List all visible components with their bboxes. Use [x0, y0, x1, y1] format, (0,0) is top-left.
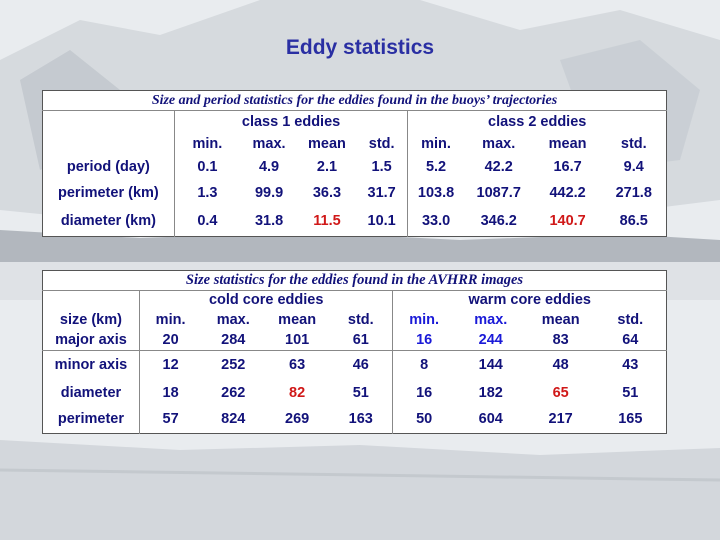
- slide-title: Eddy statistics: [285, 36, 435, 59]
- table2-col-header: min.: [138, 309, 202, 331]
- table1-cell: 31.7: [367, 185, 396, 201]
- table1-cell: 31.8: [254, 213, 284, 230]
- table2-cell: 182: [478, 384, 503, 401]
- table1-col-header: mean: [308, 135, 346, 152]
- table1-col-header: mean: [548, 135, 587, 152]
- table1-cell: 4.9: [258, 159, 280, 175]
- table2-cell: 8: [392, 350, 455, 380]
- table2-cell: 244: [454, 330, 527, 351]
- table1-col-header: min.: [407, 132, 464, 155]
- table2-cell: 18: [138, 379, 202, 406]
- table1-col-header: max.: [252, 135, 286, 152]
- table1-cell: 9.4: [623, 159, 644, 175]
- table2-cell: 252: [221, 357, 246, 374]
- table1-cell: 271.8: [615, 185, 652, 201]
- table1-cell: 36.3: [312, 185, 342, 201]
- table2-cell: 20: [138, 330, 202, 351]
- table1-cell-highlight: 11.5: [313, 213, 341, 230]
- table1-cell: 0.4: [173, 206, 241, 237]
- table2-cell: 83: [526, 330, 595, 351]
- table2-row-label: minor axis: [54, 357, 128, 374]
- table2-cell: 284: [201, 330, 266, 351]
- table1-col-header: std.: [620, 135, 647, 152]
- table1-cell: 5.2: [407, 154, 464, 180]
- table2-col-header: mean: [278, 312, 317, 328]
- table1-cell: 103.8: [407, 179, 464, 207]
- table2-cell: 46: [352, 357, 369, 374]
- table2-cell: 217: [548, 411, 573, 428]
- table1-cell-highlight: 140.7: [549, 213, 586, 230]
- table2-cell: 16: [392, 330, 455, 351]
- table1-cell: 42.2: [484, 159, 513, 175]
- table2-col-header: std.: [617, 312, 644, 328]
- table2-caption: Size statistics for the eddies found in …: [42, 270, 667, 291]
- table2-cell: 51: [352, 384, 369, 401]
- table2-row-label: perimeter: [57, 411, 124, 428]
- table1-cell: 346.2: [480, 213, 517, 230]
- table2-col-header: std.: [347, 312, 374, 328]
- table2-cell: 43: [622, 357, 639, 374]
- table2-col-header: max.: [474, 312, 508, 328]
- table2-cell: 144: [478, 357, 503, 374]
- table2-cell: 824: [221, 411, 246, 428]
- table2-cell: 63: [289, 357, 306, 374]
- table1-cell: 99.9: [254, 185, 284, 201]
- table2-cell-highlight: 82: [289, 384, 306, 401]
- table1-group-class1: class 1 eddies: [173, 110, 408, 133]
- table2-corner: [43, 291, 140, 310]
- table2-cell: 101: [265, 330, 330, 351]
- table1-cell: 1087.7: [476, 185, 521, 201]
- table2-cell: 57: [138, 405, 202, 434]
- table1-group-class2: class 2 eddies: [407, 110, 667, 133]
- avhrr-eddy-stats-table: Size statistics for the eddies found in …: [42, 270, 667, 434]
- table2-cell: 51: [622, 384, 639, 401]
- table2-cell: 64: [594, 330, 667, 351]
- table2-cell: 50: [392, 405, 455, 434]
- table1-col-header: min.: [173, 132, 241, 155]
- table1-cell: 442.2: [549, 185, 586, 201]
- table2-group-cold: cold core eddies: [138, 290, 393, 310]
- table1-cell: 0.1: [173, 154, 241, 180]
- table1-caption: Size and period statistics for the eddie…: [42, 90, 667, 111]
- table2-cell: 165: [618, 411, 643, 428]
- table1-cell: 1.3: [173, 179, 241, 207]
- table1-corner: [43, 111, 175, 133]
- table1-cell: 33.0: [407, 206, 464, 237]
- table2-cell: 604: [478, 411, 503, 428]
- table2-group-warm: warm core eddies: [392, 290, 667, 310]
- table1-row-label: diameter (km): [60, 213, 156, 230]
- table2-cell: 262: [221, 384, 246, 401]
- table1-header-blank: [43, 133, 175, 155]
- table1-cell: 10.1: [367, 213, 396, 230]
- table2-col-header: mean: [541, 312, 580, 328]
- table1-cell: 16.7: [553, 159, 582, 175]
- table2-cell: 16: [392, 379, 455, 406]
- table2-row-label: major axis: [42, 330, 140, 351]
- table1-col-header: std.: [368, 135, 395, 152]
- table2-cell-highlight: 65: [552, 384, 569, 401]
- table2-col-header: min.: [392, 309, 455, 331]
- table1-cell: 2.1: [316, 159, 338, 175]
- buoy-eddy-stats-table: Size and period statistics for the eddie…: [42, 90, 667, 237]
- table2-cell: 269: [285, 411, 310, 428]
- table2-col-header: max.: [216, 312, 250, 328]
- table1-row-label: perimeter (km): [58, 185, 159, 201]
- table2-cell: 12: [138, 350, 202, 380]
- table2-cell: 61: [329, 330, 393, 351]
- table2-row-label: diameter: [60, 384, 122, 401]
- table2-cell: 48: [552, 357, 569, 374]
- table1-col-header: max.: [482, 135, 516, 152]
- table1-cell: 86.5: [619, 213, 648, 230]
- table2-cell: 163: [348, 411, 373, 428]
- table2-unit-label: size (km): [59, 312, 122, 328]
- table1-cell: 1.5: [371, 159, 392, 175]
- table1-row-label: period (day): [66, 159, 150, 175]
